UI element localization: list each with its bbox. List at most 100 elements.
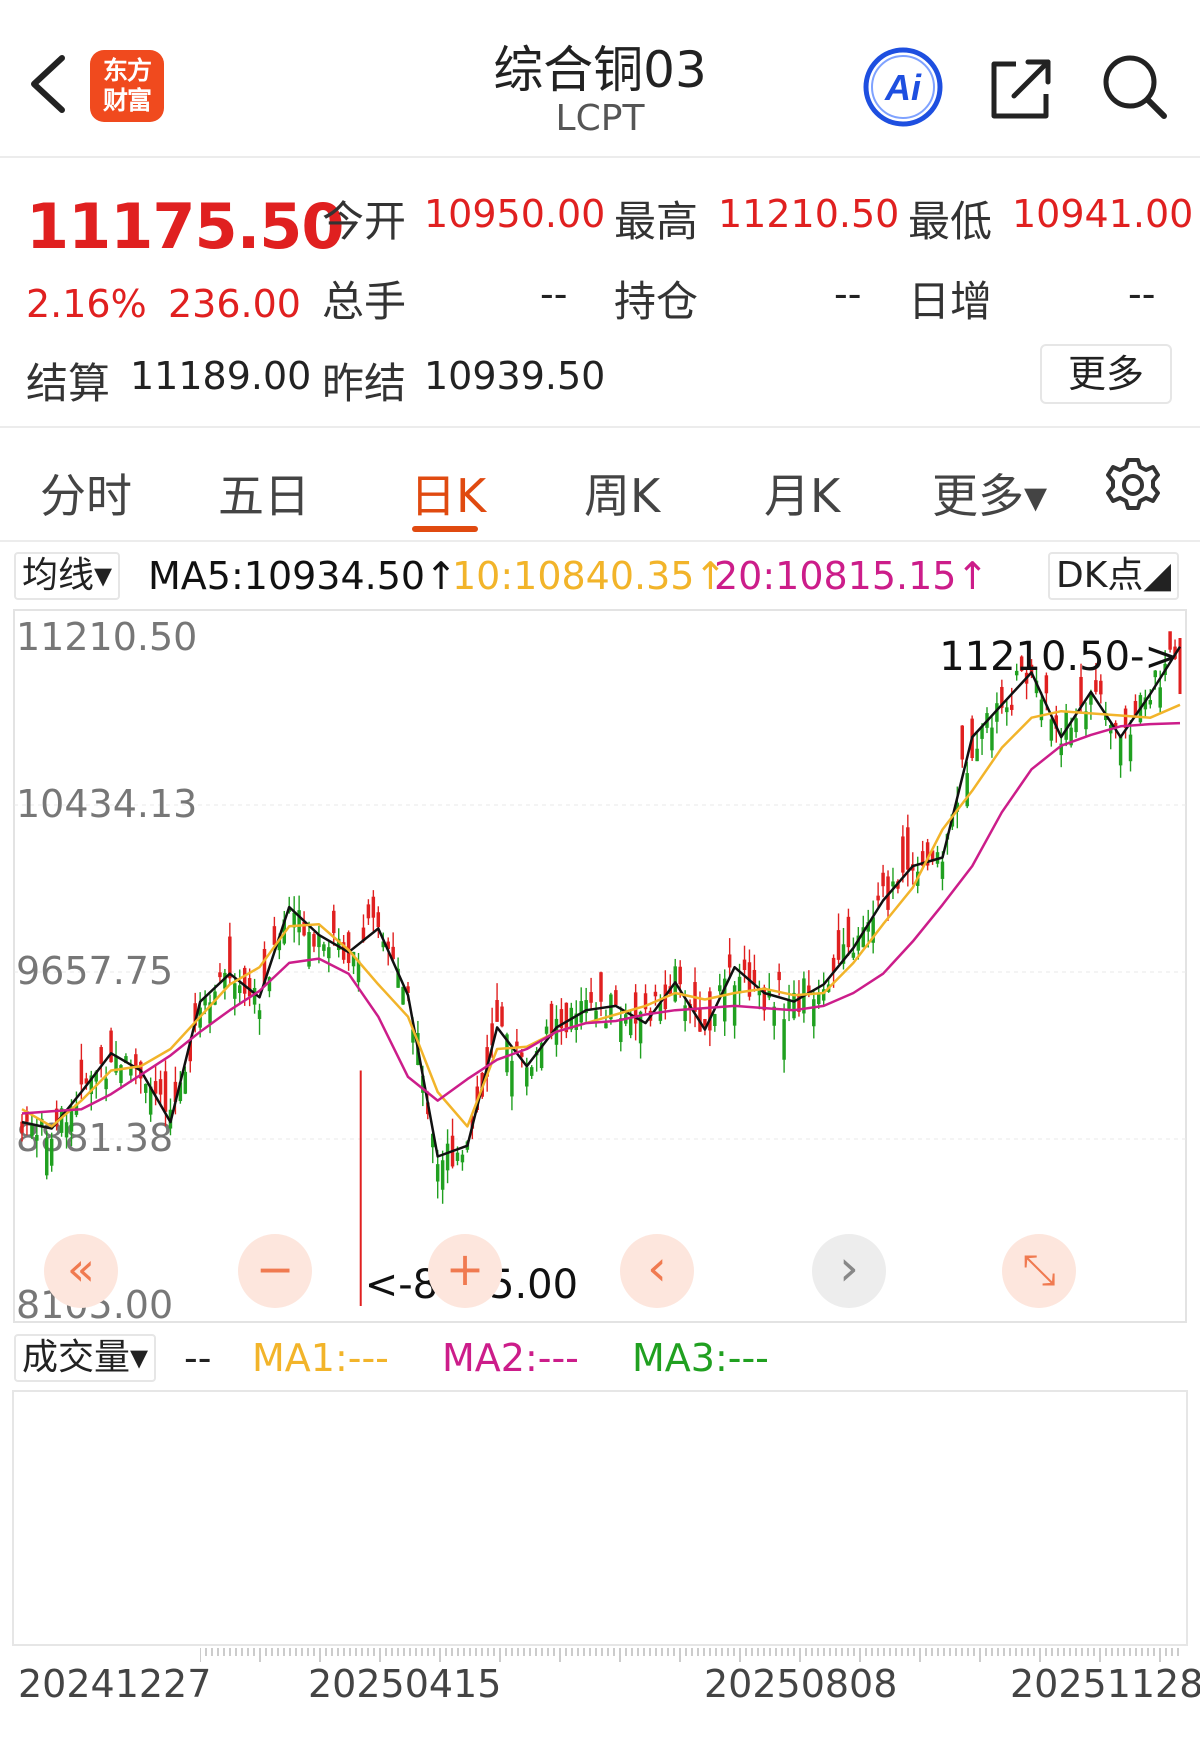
candle-body <box>925 842 930 866</box>
x-tick-label: 20241227 <box>18 1662 212 1706</box>
candle-body <box>920 851 925 866</box>
search-icon[interactable] <box>1100 52 1170 122</box>
candle-body <box>1029 664 1034 675</box>
ma-selector-dropdown[interactable]: 均线▾ <box>14 552 121 600</box>
candle-body <box>460 1154 465 1163</box>
tab-five-day[interactable]: 五日 <box>218 469 310 523</box>
candle-body <box>891 881 895 887</box>
candle-body <box>89 1075 94 1095</box>
candle-body <box>539 1043 544 1069</box>
candle-body <box>841 944 846 964</box>
candle-body <box>435 1164 440 1182</box>
dk-point-button[interactable]: DK点◢ <box>1048 552 1180 600</box>
low-value: 10941.00 <box>1012 192 1194 236</box>
prev-settle-label: 昨结 <box>322 359 407 408</box>
zoom-in-button[interactable]: + <box>428 1234 502 1308</box>
top-nav-bar <box>0 0 1200 158</box>
candle-body <box>881 872 885 887</box>
candle-body <box>643 993 648 1010</box>
back-arrow-icon[interactable] <box>22 52 74 116</box>
chevron-left-icon: ‹ <box>647 1239 667 1297</box>
volume-dashes: -- <box>184 1336 212 1380</box>
candle-body <box>965 773 969 807</box>
candle-body <box>1128 734 1133 762</box>
position-label: 持仓 <box>614 277 699 326</box>
x-tick-label: 20250415 <box>308 1662 502 1706</box>
volume-selector-dropdown[interactable]: 成交量▾ <box>14 1334 157 1382</box>
ai-assistant-icon[interactable]: Ai <box>862 46 944 128</box>
candle-body <box>505 1034 509 1073</box>
tab-intraday[interactable]: 分时 <box>40 469 132 523</box>
kline-chart[interactable]: 11210.5010434.139657.758881.388105.00112… <box>0 606 1200 1326</box>
candle-body <box>525 1067 529 1087</box>
ma20-line <box>21 721 1181 1115</box>
candle-body <box>1099 680 1103 695</box>
candle-body <box>292 912 296 928</box>
candle-body <box>930 850 935 862</box>
candle-body <box>559 1009 564 1029</box>
candle-body <box>188 1040 192 1062</box>
chart-frame <box>13 609 1187 1323</box>
candle-body <box>213 991 217 1005</box>
candle-body <box>302 921 306 936</box>
volume-ma3: MA3:--- <box>632 1336 769 1380</box>
candle-body <box>1148 700 1153 705</box>
candle-body <box>653 991 658 997</box>
tab-more[interactable]: 更多▾ <box>932 469 1048 523</box>
candle-body <box>772 1006 776 1026</box>
tab-weekly-k[interactable]: 周K <box>584 469 661 523</box>
scroll-right-button[interactable]: › <box>812 1234 886 1308</box>
candle-body <box>272 926 277 945</box>
volume-chart[interactable] <box>12 1390 1188 1646</box>
fullscreen-button[interactable]: ⤡ <box>1002 1234 1076 1308</box>
settings-gear-icon[interactable] <box>1104 456 1162 514</box>
candle-body <box>703 1019 707 1026</box>
zoom-out-button[interactable]: − <box>238 1234 312 1308</box>
candle-body <box>990 727 994 751</box>
candle-body <box>54 1108 59 1127</box>
candle-body <box>490 1023 494 1046</box>
candle-body <box>59 1108 64 1133</box>
candle-body <box>193 1003 197 1026</box>
period-tabs: 分时 五日 日K 周K 月K 更多▾ <box>0 430 1200 542</box>
candle-body <box>223 972 227 989</box>
scroll-far-left-button[interactable]: « <box>44 1234 118 1308</box>
candle-body <box>297 910 301 933</box>
tab-daily-k[interactable]: 日K <box>410 469 487 523</box>
candle-body <box>267 977 272 992</box>
ma10-line <box>21 703 1181 1128</box>
candle-body <box>792 992 796 1019</box>
high-price-marker: 11210.50-> <box>939 634 1178 680</box>
candle-body <box>49 1138 54 1166</box>
candle-body <box>262 948 267 985</box>
candle-body <box>366 904 371 919</box>
candle-body <box>178 1082 183 1102</box>
page-title: 综合铜03 <box>493 41 707 99</box>
double-chevron-left-icon: « <box>66 1242 96 1296</box>
candle-body <box>119 1065 123 1083</box>
candle-body <box>589 992 593 1003</box>
more-quote-button[interactable]: 更多 <box>1040 344 1172 404</box>
candle-body <box>371 896 376 918</box>
ma10-value: 10:10840.35↑ <box>452 554 727 598</box>
candle-body <box>1133 700 1138 718</box>
candle-body <box>727 954 732 968</box>
y-tick-label: 8881.38 <box>16 1116 173 1160</box>
candle-body <box>787 999 791 1009</box>
candle-body <box>332 910 336 934</box>
candle-body <box>1143 697 1148 710</box>
scroll-left-button[interactable]: ‹ <box>620 1234 694 1308</box>
candle-body <box>247 978 252 997</box>
candle-body <box>30 1124 34 1137</box>
candle-body <box>1005 707 1009 713</box>
candle-body <box>1000 686 1004 708</box>
candle-body <box>851 952 856 958</box>
candle-body <box>678 966 682 985</box>
volume-ma2: MA2:--- <box>442 1336 579 1380</box>
daily-increase-value: -- <box>1128 272 1156 316</box>
candle-body <box>252 987 257 1005</box>
share-icon[interactable] <box>988 54 1056 122</box>
tab-monthly-k[interactable]: 月K <box>764 469 841 523</box>
candle-body <box>356 960 361 983</box>
candle-body <box>1034 680 1039 694</box>
